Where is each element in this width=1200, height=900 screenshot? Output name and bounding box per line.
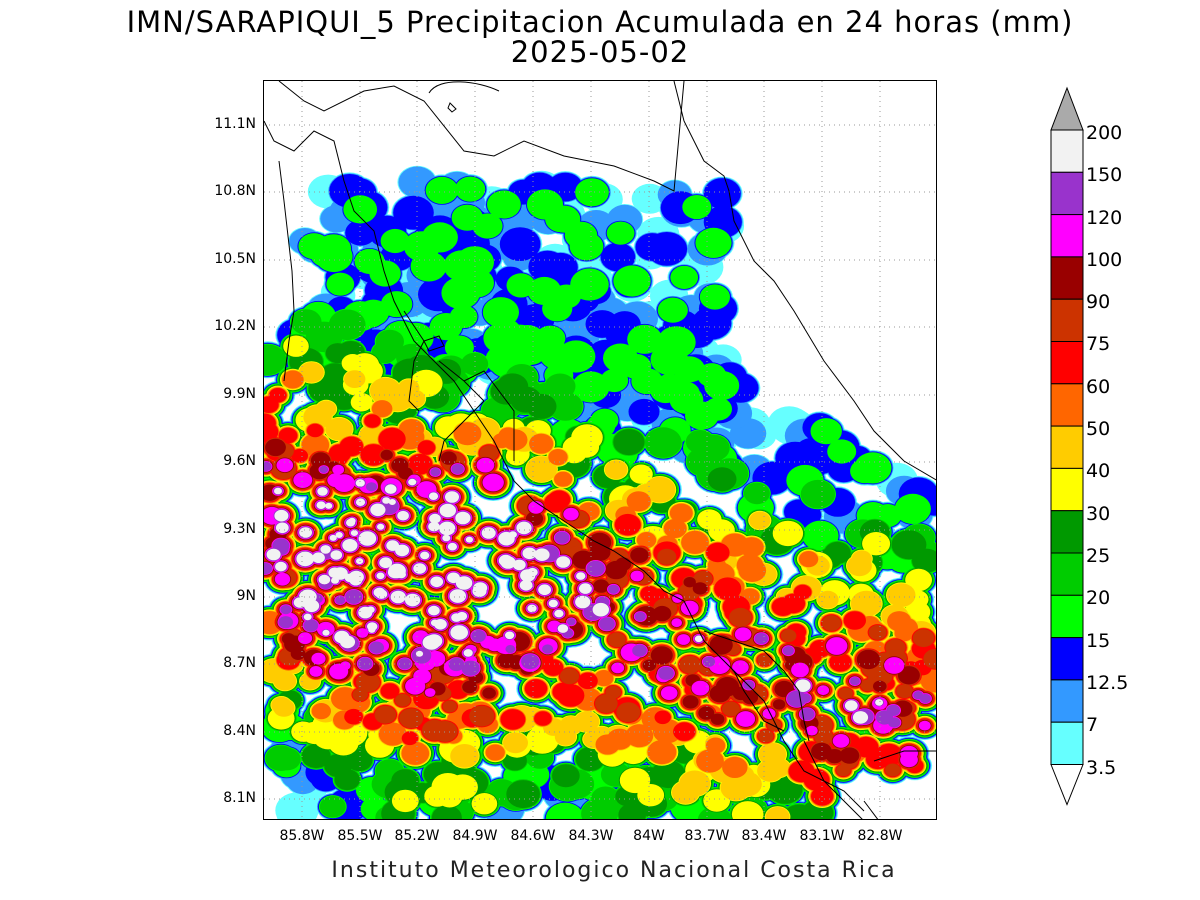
precip-cell	[506, 273, 536, 298]
precip-cell	[564, 221, 598, 249]
precip-cell	[800, 479, 836, 509]
precip-cell	[670, 265, 699, 289]
map-date: 2025-05-02	[510, 35, 690, 69]
precip-cell	[343, 195, 378, 224]
precip-cell	[695, 227, 732, 258]
precip-cell	[316, 234, 352, 264]
precip-cell	[657, 326, 696, 359]
precip-cell	[319, 795, 346, 818]
precip-cell	[682, 195, 712, 220]
precip-cell	[483, 323, 520, 354]
precip-cell	[425, 176, 459, 204]
precip-cell	[646, 232, 688, 266]
precip-cell	[542, 296, 573, 322]
precip-cell	[585, 310, 619, 338]
precip-cell	[482, 297, 519, 328]
precip-cell	[613, 265, 651, 297]
precip-cell	[326, 272, 355, 296]
precip-cell	[570, 268, 609, 301]
precip-cell	[575, 178, 609, 207]
precip-cell	[699, 284, 730, 310]
precipitation-map	[263, 80, 937, 820]
precip-cell	[393, 195, 434, 230]
precip-cell	[354, 248, 385, 274]
precip-cell	[441, 276, 480, 310]
precip-cell	[743, 482, 770, 505]
precip-cell	[606, 221, 635, 245]
precip-cell	[850, 459, 880, 484]
precipitation-field	[264, 165, 936, 819]
map-title: IMN/SARAPIQUI_5 Precipitacion Acumulada …	[126, 5, 1074, 39]
map-canvas	[264, 81, 936, 819]
precip-cell	[657, 297, 688, 323]
precip-cell	[697, 363, 727, 388]
precip-cell	[380, 228, 410, 254]
precip-cell	[669, 385, 704, 414]
precip-cell	[827, 439, 857, 464]
precip-cell	[455, 176, 486, 202]
precip-cell	[628, 398, 660, 425]
precip-cell	[410, 251, 447, 282]
precip-cell	[421, 222, 458, 253]
precip-cell	[627, 324, 663, 354]
precip-cell	[487, 190, 521, 219]
